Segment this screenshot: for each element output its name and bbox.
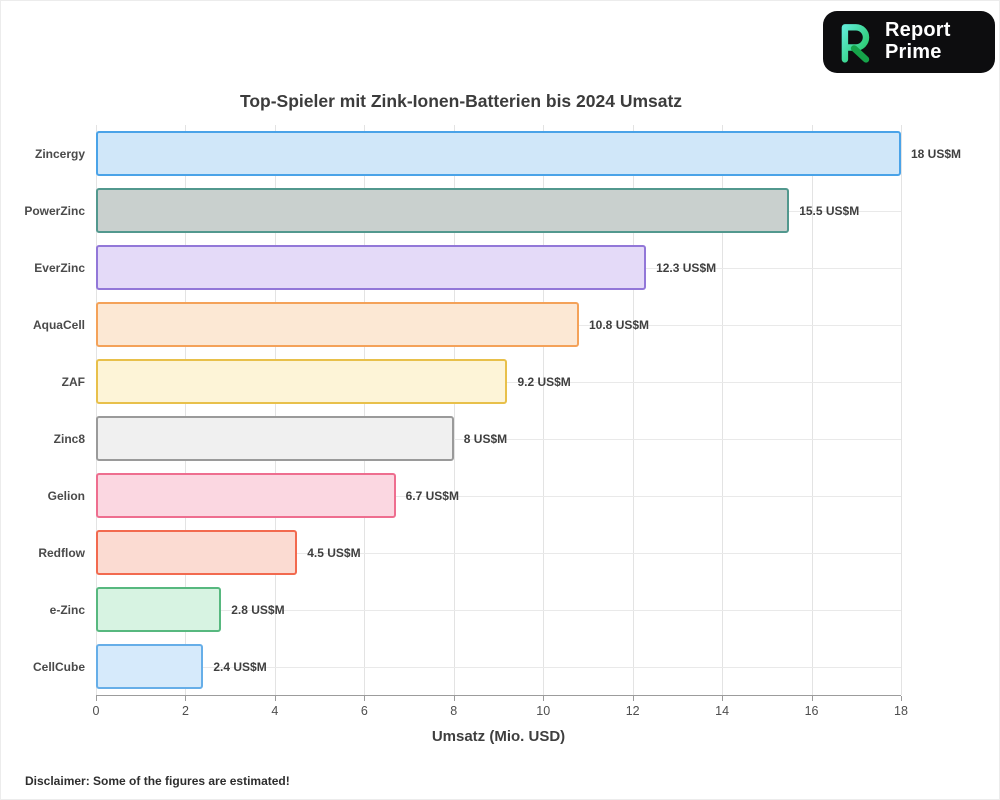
bar-cellcube [96, 644, 204, 689]
vertical-gridline [543, 125, 545, 695]
x-tick-mark [722, 696, 724, 701]
bar-row: Zinc8 8 US$M [54, 410, 901, 467]
horizontal-gridline [96, 609, 901, 611]
x-tick-label: 18 [894, 704, 908, 718]
x-tick-mark [453, 696, 455, 701]
vertical-gridline [364, 125, 366, 695]
logo-text-report: Report [885, 19, 951, 42]
bar-row: Gelion 6.7 US$M [48, 467, 901, 524]
bar-row: Zincergy 18 US$M [35, 125, 961, 182]
bars-container: Zincergy 18 US$M PowerZinc 15.5 US$M EverZin… [24, 125, 961, 695]
x-tick-label: 12 [625, 704, 640, 718]
x-axis: 0 2 4 6 8 10 12 14 16 18 [92, 696, 908, 730]
value-label: 15.5 US$M [799, 203, 860, 218]
bar-row: EverZinc 12.3 US$M [34, 239, 901, 296]
bar-everzinc [96, 245, 647, 290]
bar-row: e-Zinc 2.8 US$M [50, 581, 901, 638]
value-label: 2.4 US$M [213, 659, 267, 674]
x-axis-label: Umsatz (Mio. USD) [431, 728, 566, 745]
x-tick-label: 2 [181, 704, 189, 718]
x-tick-label: 0 [92, 704, 100, 718]
x-tick-mark [632, 696, 634, 701]
vertical-gridline [185, 125, 187, 695]
chart-title: Top-Spieler mit Zink-Ionen-Batterien bis… [239, 91, 683, 111]
plot-area: Zincergy 18 US$M PowerZinc 15.5 US$M EverZin… [24, 125, 961, 696]
value-label: 18 US$M [911, 146, 962, 161]
bar-redflow [96, 530, 298, 575]
category-label: PowerZinc [24, 203, 85, 218]
reportprime-logo: Report Prime [823, 11, 995, 73]
vertical-gridline [274, 125, 276, 695]
bar-row: AquaCell 10.8 US$M [33, 296, 901, 353]
category-label: Gelion [47, 488, 85, 503]
bar-row: CellCube 2.4 US$M [33, 638, 901, 695]
x-tick-mark [811, 696, 813, 701]
x-tick-label: 8 [450, 704, 458, 718]
value-label: 2.8 US$M [231, 602, 285, 617]
disclaimer-text: Disclaimer: Some of the figures are esti… [25, 774, 290, 788]
x-tick-mark [96, 696, 97, 701]
x-tick-label: 14 [715, 704, 730, 718]
bar-zincergy [96, 131, 901, 176]
x-tick-mark [364, 696, 366, 701]
bar-e-zinc [96, 587, 222, 632]
horizontal-gridline [96, 495, 901, 497]
vertical-gridline [722, 125, 724, 695]
vertical-gridline [811, 125, 813, 695]
value-label: 9.2 US$M [517, 374, 571, 389]
x-tick-mark [274, 696, 276, 701]
category-label: CellCube [32, 659, 85, 674]
logo-text: Report Prime [885, 20, 951, 63]
category-label: AquaCell [32, 317, 85, 332]
vertical-gridline [901, 125, 902, 695]
category-label: e-Zinc [49, 602, 85, 617]
value-label: 10.8 US$M [589, 317, 650, 332]
value-label: 6.7 US$M [405, 488, 459, 503]
x-tick-label: 16 [804, 704, 819, 718]
logo-text-prime: Prime [885, 41, 942, 63]
x-tick-mark [185, 696, 187, 701]
logo-mark-icon [841, 24, 870, 63]
bar-zaf [96, 359, 508, 404]
bar-powerzinc [96, 188, 790, 233]
value-label: 8 US$M [463, 431, 508, 446]
vertical-gridline [453, 125, 455, 695]
vertical-gridline [96, 125, 97, 695]
category-label: EverZinc [34, 260, 85, 275]
x-tick-mark [901, 696, 902, 701]
horizontal-gridline [96, 666, 901, 668]
category-label: Zincergy [34, 146, 85, 161]
horizontal-gridline [96, 438, 901, 440]
vertical-gridline [632, 125, 634, 695]
horizontal-gridline [96, 552, 901, 554]
value-label: 4.5 US$M [307, 545, 361, 560]
bar-row: PowerZinc 15.5 US$M [24, 182, 901, 239]
category-label: ZAF [61, 374, 85, 389]
bar-gelion [96, 473, 396, 518]
bar-row: Redflow 4.5 US$M [38, 524, 901, 581]
x-tick-label: 10 [536, 704, 551, 718]
bar-aquacell [96, 302, 579, 347]
value-label: 12.3 US$M [656, 260, 717, 275]
category-label: Redflow [38, 545, 85, 560]
x-tick-mark [543, 696, 545, 701]
x-tick-label: 4 [271, 704, 279, 718]
bar-zinc8 [96, 416, 454, 461]
category-label: Zinc8 [53, 431, 85, 446]
x-tick-label: 6 [360, 704, 368, 718]
bar-row: ZAF 9.2 US$M [62, 353, 901, 410]
